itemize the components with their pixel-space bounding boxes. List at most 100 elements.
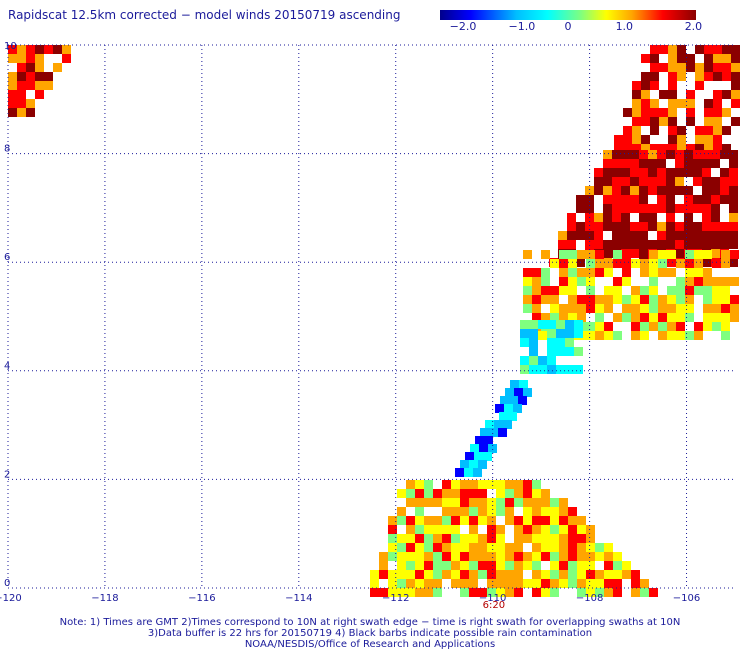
wind-cell [514, 525, 523, 534]
wind-cell [487, 498, 496, 507]
wind-cell [631, 570, 640, 579]
wind-cell [496, 507, 505, 516]
lon-tick-label: −118 [91, 593, 118, 604]
wind-cell [640, 313, 649, 322]
wind-cell [641, 90, 650, 99]
wind-cell [632, 126, 641, 135]
wind-cell [640, 295, 649, 304]
wind-cell [731, 72, 740, 81]
wind-cell [494, 420, 503, 429]
wind-cell [406, 579, 415, 588]
wind-cell [686, 90, 695, 99]
wind-cell [676, 277, 685, 286]
wind-cell [550, 304, 559, 313]
wind-cell [478, 588, 487, 597]
wind-cell [729, 240, 738, 249]
wind-cell [541, 498, 550, 507]
wind-cell [487, 543, 496, 552]
wind-cell [650, 108, 659, 117]
wind-cell [685, 331, 694, 340]
wind-cell [406, 588, 415, 597]
wind-cell [695, 72, 704, 81]
wind-cell [460, 579, 469, 588]
wind-cell [559, 552, 568, 561]
wind-cell [451, 534, 460, 543]
map-title: Rapidscat 12.5km corrected − model winds… [8, 8, 401, 22]
wind-cell [397, 570, 406, 579]
wind-cell [668, 108, 677, 117]
wind-cell [721, 250, 730, 259]
wind-cell [541, 525, 550, 534]
wind-cell [712, 322, 721, 331]
wind-cell [659, 108, 668, 117]
wind-cell [623, 144, 632, 153]
wind-cell [8, 99, 17, 108]
wind-cell [702, 150, 711, 159]
wind-cell [523, 277, 532, 286]
wind-cell [577, 250, 586, 259]
wind-cell [565, 347, 574, 356]
wind-cell [695, 81, 704, 90]
wind-cell [621, 150, 630, 159]
wind-cell [541, 507, 550, 516]
wind-cell [729, 204, 738, 213]
wind-cell [26, 81, 35, 90]
wind-cell [595, 313, 604, 322]
lon-tick-label: −116 [188, 593, 215, 604]
wind-cell [424, 480, 433, 489]
wind-cell [649, 286, 658, 295]
wind-cell [465, 452, 474, 461]
wind-cell [35, 72, 44, 81]
wind-cell [594, 231, 603, 240]
wind-cell [659, 144, 668, 153]
wind-cell [541, 295, 550, 304]
wind-cell [541, 534, 550, 543]
wind-cell [720, 186, 729, 195]
wind-cell [565, 338, 574, 347]
wind-cell [666, 213, 675, 222]
wind-cell [415, 570, 424, 579]
wind-cell [648, 240, 657, 249]
wind-cell [713, 108, 722, 117]
wind-cell [514, 489, 523, 498]
wind-cell [612, 240, 621, 249]
wind-cell [496, 579, 505, 588]
wind-cell [586, 277, 595, 286]
wind-cell [650, 63, 659, 72]
wind-cell [693, 150, 702, 159]
wind-cell [603, 186, 612, 195]
wind-cell [505, 516, 514, 525]
wind-cell [729, 231, 738, 240]
wind-cell [559, 507, 568, 516]
wind-cell [702, 177, 711, 186]
wind-cell [730, 277, 739, 286]
wind-cell [508, 412, 517, 421]
wind-cell [640, 579, 649, 588]
wind-cell [496, 561, 505, 570]
wind-cell [703, 313, 712, 322]
wind-cell [523, 498, 532, 507]
wind-cell [586, 534, 595, 543]
wind-cell [675, 150, 684, 159]
wind-cell [684, 213, 693, 222]
wind-cell [704, 54, 713, 63]
wind-cell [612, 150, 621, 159]
wind-cell [613, 579, 622, 588]
wind-cell [538, 365, 547, 374]
wind-cell [630, 150, 639, 159]
wind-cell [523, 304, 532, 313]
wind-cell [649, 250, 658, 259]
colorbar-label: 2.0 [684, 20, 703, 33]
wind-cell [722, 144, 731, 153]
wind-cell [397, 507, 406, 516]
wind-cell [694, 259, 703, 268]
wind-cell [713, 45, 722, 54]
wind-cell [713, 126, 722, 135]
wind-cell [694, 250, 703, 259]
wind-cell [693, 222, 702, 231]
wind-cell [586, 304, 595, 313]
wind-cell [577, 534, 586, 543]
wind-cell [473, 468, 482, 477]
wind-cell [676, 286, 685, 295]
wind-cell [595, 543, 604, 552]
